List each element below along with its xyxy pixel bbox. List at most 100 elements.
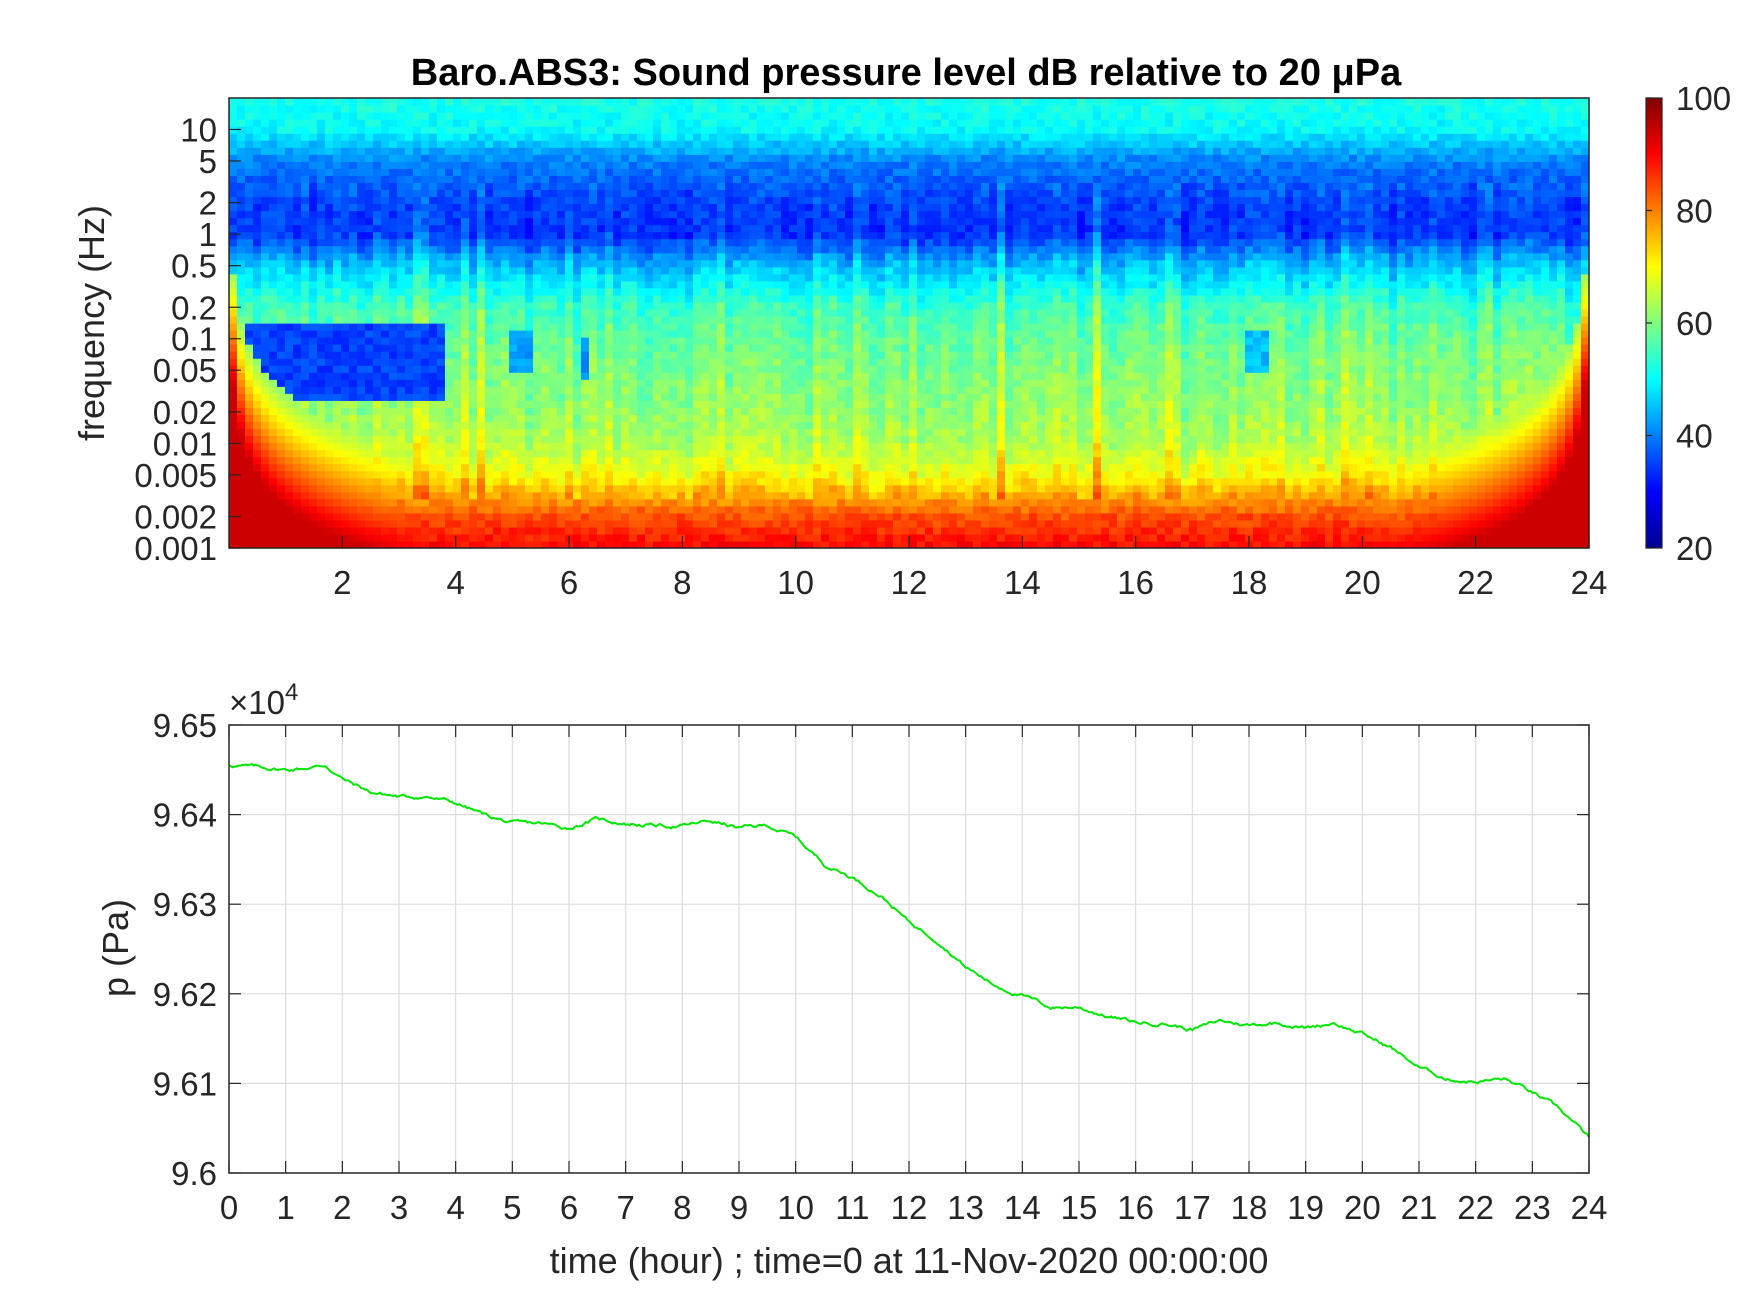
spectrogram-cell xyxy=(565,252,574,261)
spectrogram-cell xyxy=(429,315,438,324)
spectrogram-cell xyxy=(781,315,790,324)
spectrogram-cell xyxy=(565,231,574,240)
spectrogram-cell xyxy=(309,308,318,317)
spectrogram-cell xyxy=(269,259,278,268)
spectrogram-cell xyxy=(557,351,566,359)
spectrogram-cell xyxy=(517,407,526,416)
spectrogram-cell xyxy=(573,315,582,324)
spectrogram-cell xyxy=(765,182,774,191)
spectrogram-cell xyxy=(781,358,790,366)
spectrogram-cell xyxy=(261,540,270,549)
spectrogram-cell xyxy=(813,217,822,226)
spectrogram-cell xyxy=(669,477,678,486)
spectrogram-cell xyxy=(701,280,710,289)
spectrogram-cell xyxy=(653,519,662,528)
spectrogram-cell xyxy=(805,414,814,423)
spectrogram-cell xyxy=(605,330,614,338)
spectrogram-cell xyxy=(797,133,806,141)
spectrogram-cell xyxy=(365,273,374,282)
spectrogram-cell xyxy=(269,386,278,394)
spectrogram-cell xyxy=(389,330,398,338)
spectrogram-cell xyxy=(309,252,318,261)
spectrogram-cell xyxy=(565,477,574,486)
spectrogram-cell xyxy=(373,400,382,408)
spectrogram-cell xyxy=(381,372,390,380)
spectrogram-cell xyxy=(533,210,542,219)
spectrogram-cell xyxy=(565,294,574,303)
spectrogram-cell xyxy=(789,189,798,198)
spectrogram-cell xyxy=(477,393,486,401)
spectrogram-cell xyxy=(709,245,718,254)
spectrogram-cell xyxy=(389,105,398,113)
spectrogram-cell xyxy=(381,519,390,528)
spectrogram-cell xyxy=(589,182,598,191)
spectrogram-cell xyxy=(629,456,638,465)
spectrogram-cell xyxy=(797,126,806,134)
spectrogram-cell xyxy=(517,196,526,205)
spectrogram-cell xyxy=(621,351,630,359)
spectrogram-cell xyxy=(501,442,510,451)
spectrogram-cell xyxy=(261,252,270,261)
spectrogram-cell xyxy=(781,344,790,352)
spectrogram-cell xyxy=(853,526,862,535)
spectrogram-cell xyxy=(573,252,582,261)
spectrogram-cell xyxy=(733,217,742,226)
spectrogram-cell xyxy=(325,105,334,113)
spectrogram-cell xyxy=(501,210,510,219)
spectrogram-cell xyxy=(357,330,366,338)
spectrogram-cell xyxy=(717,98,726,106)
spectrogram-cell xyxy=(237,287,246,296)
spectrogram-cell xyxy=(621,330,630,338)
spectrogram-cell xyxy=(477,161,486,169)
spectrogram-cell xyxy=(301,126,310,134)
spectrogram-cell xyxy=(397,154,406,162)
spectrogram-cell xyxy=(805,301,814,310)
spectrogram-cell xyxy=(237,238,246,247)
spectrogram-cell xyxy=(525,147,534,155)
spectrogram-cell xyxy=(613,154,622,162)
spectrogram-cell xyxy=(413,133,422,141)
spectrogram-cell xyxy=(277,491,286,500)
spectrogram-cell xyxy=(629,372,638,380)
spectrogram-cell xyxy=(397,266,406,275)
spectrogram-cell xyxy=(341,294,350,303)
spectrogram-cell xyxy=(765,154,774,162)
spectrogram-cell xyxy=(373,372,382,380)
spectrogram-cell xyxy=(285,533,294,542)
spectrogram-cell xyxy=(781,477,790,486)
spectrogram-cell xyxy=(325,477,334,486)
spectrogram-cell xyxy=(637,175,646,183)
spectrogram-cell xyxy=(749,154,758,162)
spectrogram-cell xyxy=(557,456,566,465)
spectrogram-cell xyxy=(637,161,646,169)
spectrogram-cell xyxy=(357,400,366,408)
spectrogram-cell xyxy=(541,484,550,493)
spectrogram-cell xyxy=(373,414,382,423)
spectrogram-cell xyxy=(701,512,710,521)
spectrogram-cell xyxy=(365,224,374,233)
spectrogram-cell xyxy=(405,315,414,324)
spectrogram-cell xyxy=(813,519,822,528)
spectrogram-cell xyxy=(277,252,286,261)
spectrogram-cell xyxy=(845,147,854,155)
spectrogram-cell xyxy=(397,386,406,394)
spectrogram-cell xyxy=(477,98,486,106)
spectrogram-cell xyxy=(309,301,318,310)
spectrogram-cell xyxy=(757,98,766,106)
spectrogram-cell xyxy=(829,182,838,191)
spectrogram-cell xyxy=(717,386,726,394)
spectrogram-cell xyxy=(357,280,366,289)
spectrogram-cell xyxy=(533,196,542,205)
spectrogram-cell xyxy=(517,182,526,191)
spectrogram-cell xyxy=(429,512,438,521)
spectrogram-cell xyxy=(773,386,782,394)
spectrogram-cell xyxy=(837,477,846,486)
spectrogram-cell xyxy=(661,210,670,219)
spectrogram-cell xyxy=(237,308,246,317)
spectrogram-cell xyxy=(533,358,542,366)
spectrogram-cell xyxy=(285,154,294,162)
spectrogram-cell xyxy=(661,477,670,486)
spectrogram-cell xyxy=(437,470,446,479)
spectrogram-cell xyxy=(821,182,830,191)
spectrogram-cell xyxy=(445,393,454,401)
